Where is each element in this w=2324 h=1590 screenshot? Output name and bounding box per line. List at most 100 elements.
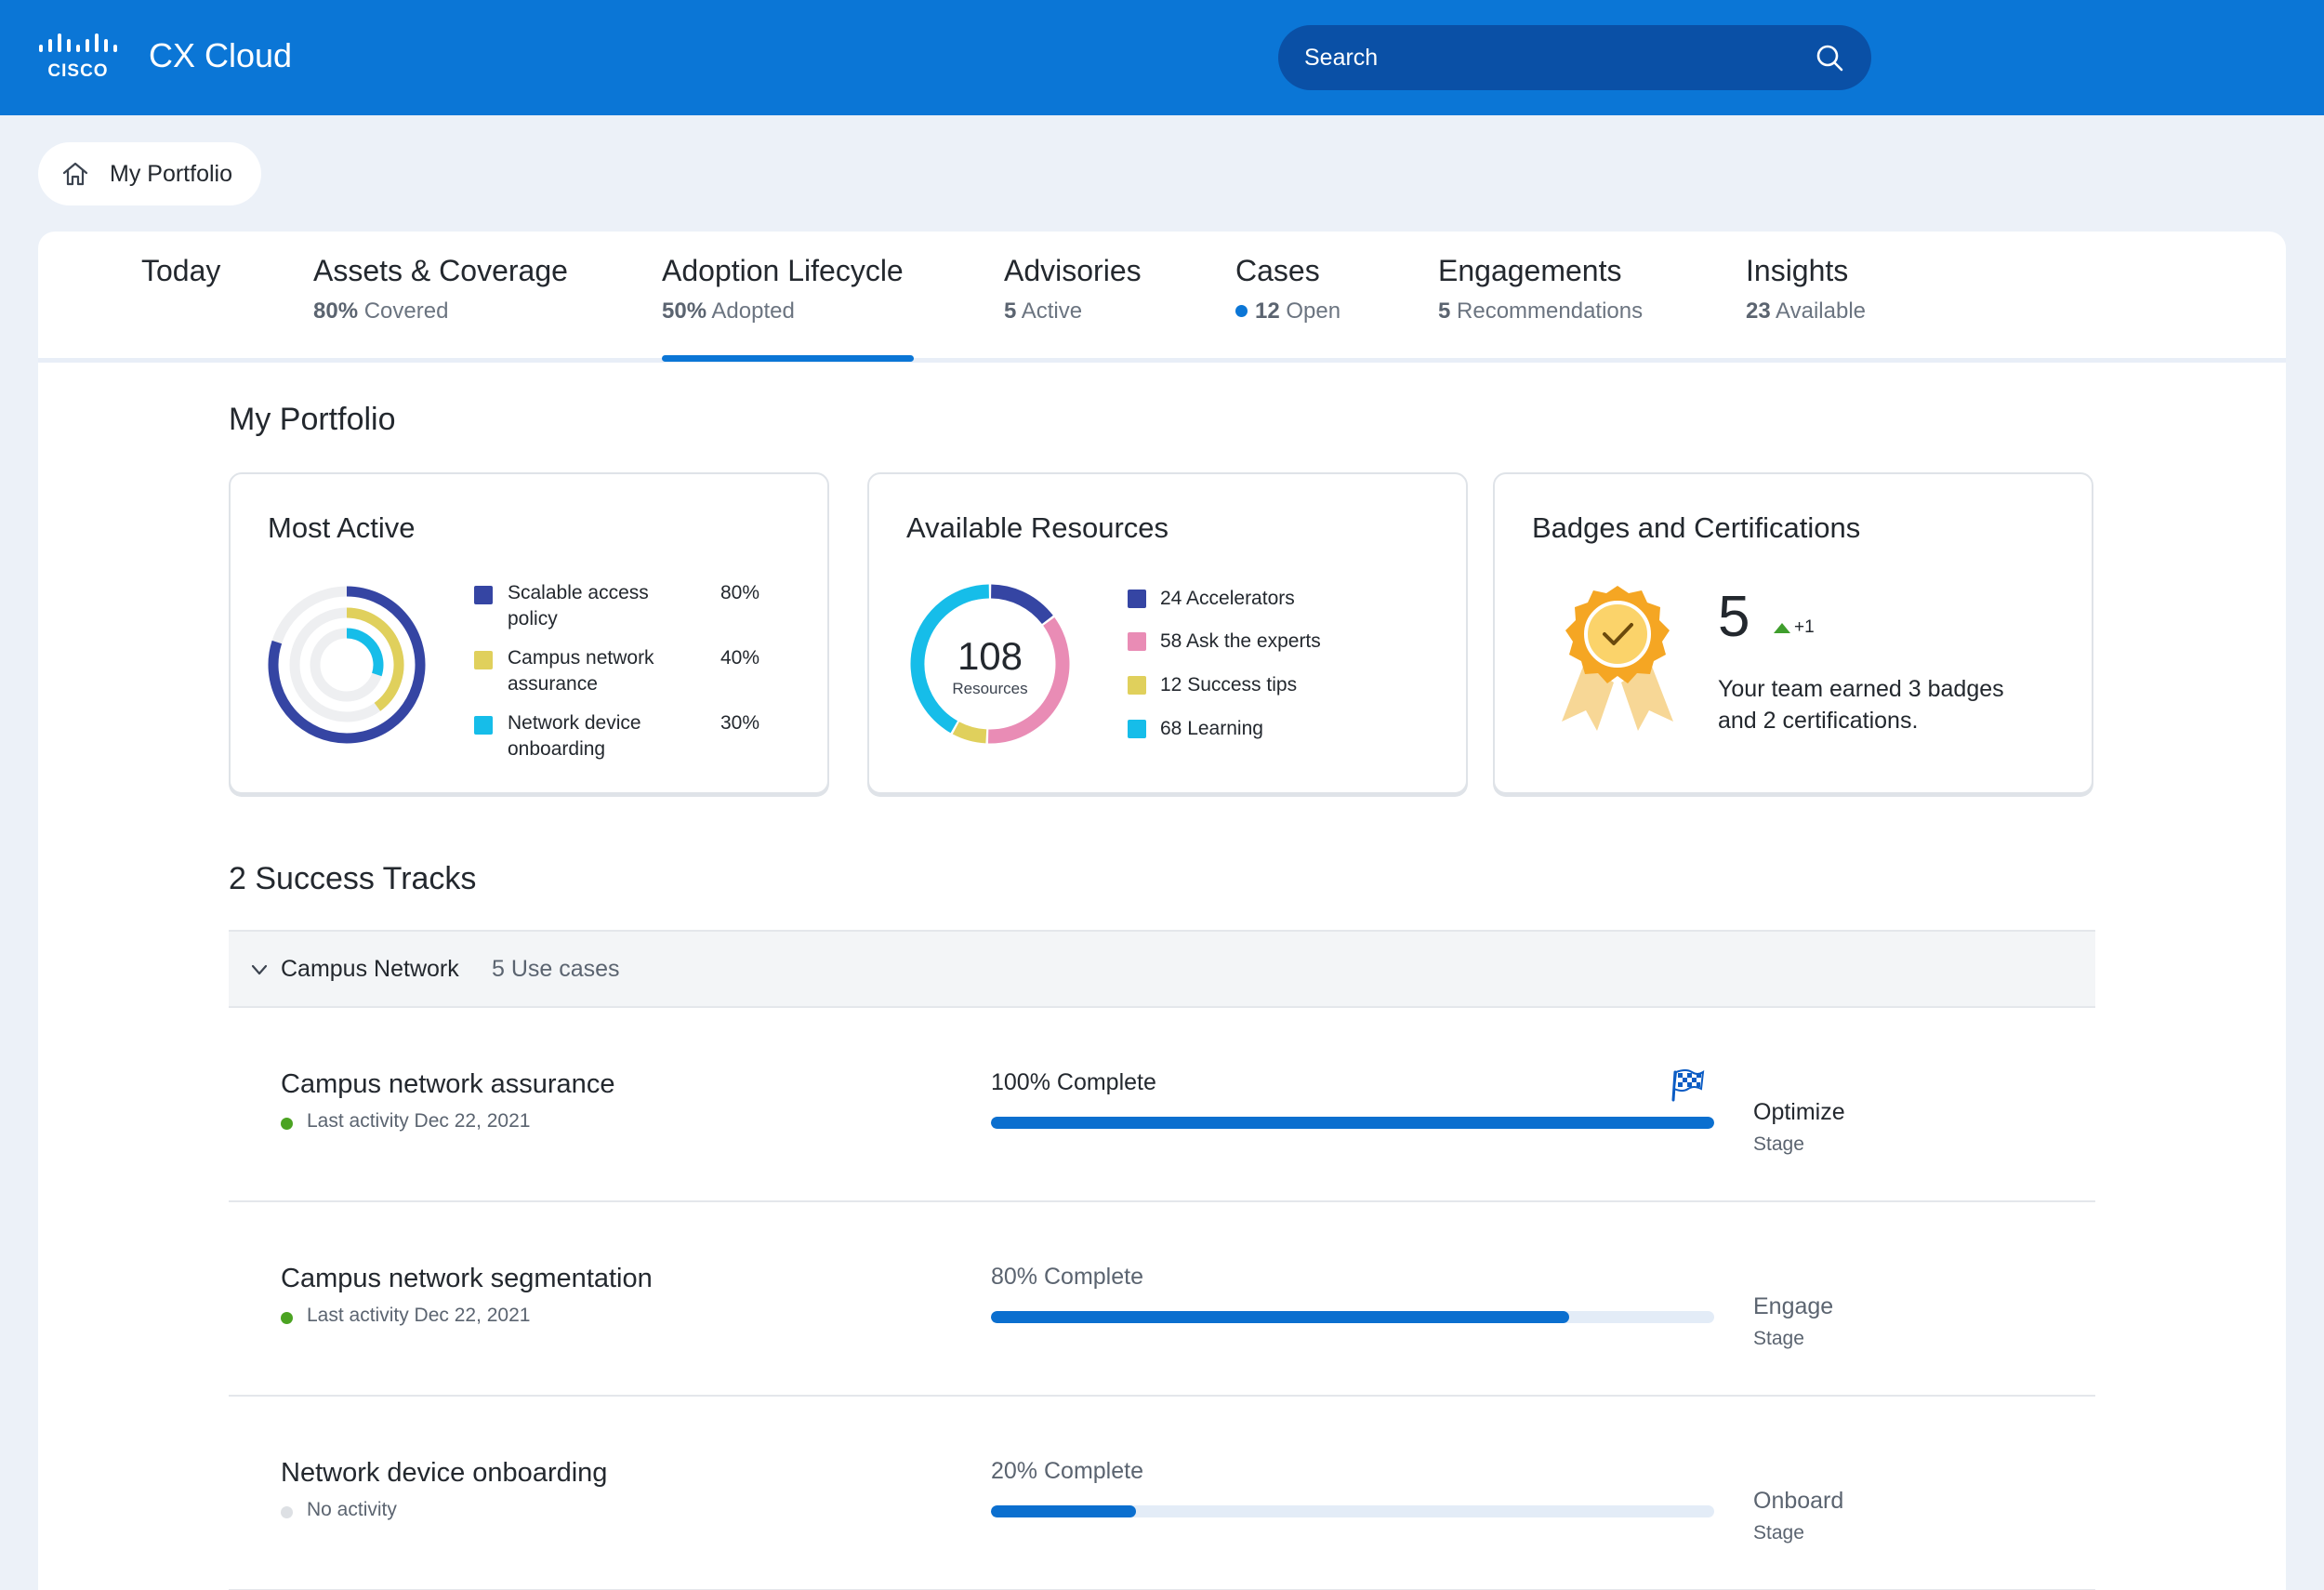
legend-line-1: Scalable access <box>508 582 649 603</box>
track-group-count: 5 Use cases <box>492 956 620 982</box>
last-activity: Last activity Dec 22, 2021 <box>307 1110 531 1132</box>
stage-label: Stage <box>1753 1133 1804 1155</box>
tab-engagements[interactable]: Engagements 5 Recommendations <box>1438 250 1643 325</box>
activity-status-dot <box>281 1118 293 1130</box>
tab-subtitle-suffix: Available <box>1770 298 1867 324</box>
search-bar[interactable] <box>1278 25 1871 90</box>
radial-bar <box>346 607 404 711</box>
legend-label[interactable]: 68 Learning <box>1160 718 1263 739</box>
tab-insights[interactable]: Insights 23 Available <box>1746 250 1866 325</box>
activity-status-dot <box>281 1506 293 1518</box>
app-title: CX Cloud <box>149 36 293 74</box>
legend-line-1: Campus network <box>508 647 654 669</box>
tab-title: Cases <box>1235 254 1320 287</box>
tab-subtitle: 5 Recommendations <box>1438 298 1643 325</box>
tab-subtitle-value: 5 <box>1438 298 1451 324</box>
badge-description-line-2: and 2 certifications. <box>1718 708 1919 734</box>
progress-bar-fill <box>991 1505 1136 1517</box>
tab-subtitle: 50% Adopted <box>662 298 904 325</box>
badges-certifications-card[interactable]: Badges and Certifications 5 +1 Your team… <box>1493 472 2093 794</box>
cisco-logo[interactable]: CISCO <box>37 32 121 80</box>
breadcrumb[interactable]: My Portfolio <box>38 142 261 205</box>
success-tracks-title: 2 Success Tracks <box>229 861 477 896</box>
legend-label[interactable]: 24 Accelerators <box>1160 588 1295 609</box>
progress-bar-fill <box>991 1311 1570 1323</box>
progress-bar <box>991 1117 1714 1129</box>
open-status-dot <box>1235 305 1248 317</box>
use-case-row[interactable]: Network device onboarding No activity 20… <box>229 1397 2095 1590</box>
tab-title: Adoption Lifecycle <box>662 254 904 287</box>
main-panel: Today Assets & Coverage 80% Covered Adop… <box>38 232 2286 1590</box>
last-activity: No activity <box>307 1499 397 1520</box>
success-track-group-header[interactable]: Campus Network 5 Use cases <box>229 930 2095 1008</box>
tab-title: Advisories <box>1004 254 1142 287</box>
arrow-up-icon <box>1774 623 1790 633</box>
legend-swatch <box>474 586 493 604</box>
use-case-name[interactable]: Campus network segmentation <box>281 1264 653 1293</box>
tab-assets-coverage[interactable]: Assets & Coverage 80% Covered <box>313 250 568 325</box>
badge-description: Your team earned 3 badges and 2 certific… <box>1718 673 2053 736</box>
radial-bar <box>268 586 426 744</box>
legend-swatch <box>1128 590 1146 608</box>
tab-subtitle-suffix: Open <box>1279 298 1341 324</box>
use-case-row[interactable]: Campus network segmentation Last activit… <box>229 1202 2095 1397</box>
tab-bar-divider <box>38 358 2286 363</box>
most-active-card[interactable]: Most Active Scalable access policy 80% C… <box>229 472 829 794</box>
stage-label: Stage <box>1753 1522 1804 1544</box>
use-case-name[interactable]: Campus network assurance <box>281 1069 615 1099</box>
stage-label: Stage <box>1753 1328 1804 1349</box>
legend-label: Network device onboarding <box>508 710 641 762</box>
legend-label: Campus network assurance <box>508 645 654 697</box>
track-group-name: Campus Network <box>281 956 459 982</box>
legend-label[interactable]: 58 Ask the experts <box>1160 630 1321 652</box>
tab-subtitle-suffix: Adopted <box>706 298 795 324</box>
search-icon[interactable] <box>1816 44 1843 72</box>
tab-adoption-lifecycle[interactable]: Adoption Lifecycle 50% Adopted <box>662 250 904 325</box>
badge-delta: +1 <box>1794 617 1815 637</box>
tab-advisories[interactable]: Advisories 5 Active <box>1004 250 1142 325</box>
progress-label: 100% Complete <box>991 1069 1156 1095</box>
tab-subtitle-value: 12 <box>1255 298 1280 324</box>
tab-subtitle-value: 80% <box>313 298 359 324</box>
legend-swatch <box>1128 632 1146 651</box>
portfolio-title: My Portfolio <box>229 402 396 437</box>
legend-line-2: onboarding <box>508 738 606 760</box>
legend-line-2: policy <box>508 608 558 629</box>
chevron-down-icon[interactable] <box>249 960 270 980</box>
use-case-row[interactable]: Campus network assurance Last activity D… <box>229 1008 2095 1202</box>
progress-bar <box>991 1311 1714 1323</box>
legend-label: Scalable access policy <box>508 580 649 632</box>
tab-title: Today <box>141 254 221 287</box>
tab-subtitle-value: 23 <box>1746 298 1771 324</box>
most-active-radial-chart <box>268 586 426 744</box>
legend-label[interactable]: 12 Success tips <box>1160 674 1298 696</box>
donut-slice <box>987 616 1070 744</box>
tab-subtitle: 12 Open <box>1235 298 1340 325</box>
tab-cases[interactable]: Cases 12 Open <box>1235 250 1340 325</box>
use-case-name[interactable]: Network device onboarding <box>281 1458 608 1488</box>
badge-count: 5 <box>1718 585 1750 649</box>
tab-subtitle: 5 Active <box>1004 298 1142 325</box>
stage-value: Onboard <box>1753 1488 1844 1514</box>
legend-swatch <box>474 651 493 669</box>
progress-bar <box>991 1505 1714 1517</box>
logo-text: CISCO <box>47 61 108 80</box>
legend-percent: 80% <box>720 582 760 603</box>
radial-bar <box>346 628 384 677</box>
award-ribbon-icon <box>1562 586 1673 731</box>
badge-description-line-1: Your team earned 3 badges <box>1718 676 2004 702</box>
activity-status-dot <box>281 1312 293 1324</box>
stage-value: Optimize <box>1753 1099 1845 1125</box>
search-input[interactable] <box>1304 25 1788 90</box>
tab-subtitle-value: 50% <box>662 298 707 324</box>
legend-percent: 40% <box>720 647 760 669</box>
tab-subtitle: 80% Covered <box>313 298 568 325</box>
tab-subtitle-value: 5 <box>1004 298 1017 324</box>
tab-today[interactable]: Today <box>141 250 220 291</box>
last-activity: Last activity Dec 22, 2021 <box>307 1305 531 1326</box>
available-resources-card[interactable]: Available Resources 108 Resources 24 Acc… <box>867 472 1468 794</box>
progress-label: 80% Complete <box>991 1264 1143 1290</box>
donut-total: 108 <box>957 634 1023 678</box>
tab-subtitle-suffix: Active <box>1016 298 1083 324</box>
active-tab-indicator <box>662 355 914 362</box>
